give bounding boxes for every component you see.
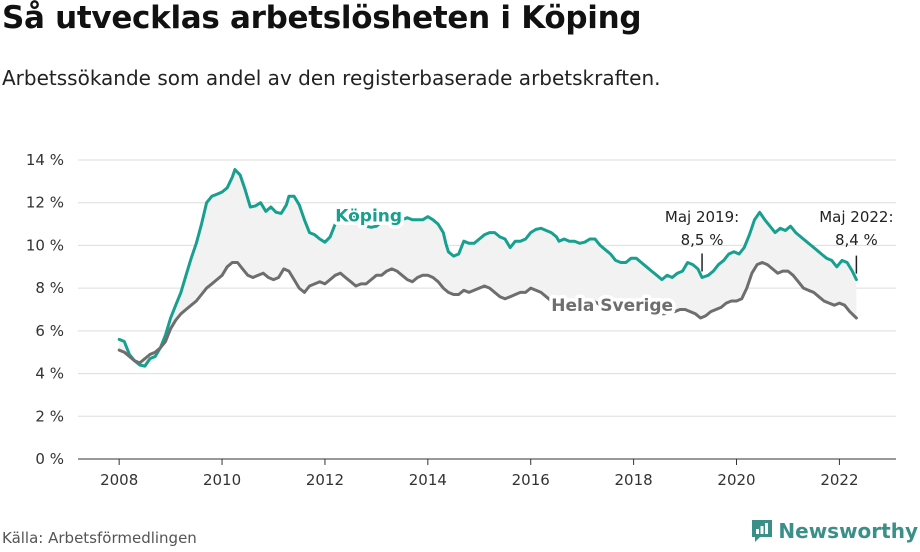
series-label-halo: Köping [335,207,402,227]
x-tick-label: 2012 [306,471,344,489]
series-label: Köping [335,207,402,227]
y-tick-label: 12 % [26,194,64,212]
y-tick-label: 14 % [26,151,64,169]
difference-band [119,169,857,367]
series-line-koping [117,168,858,368]
source-note: Källa: Arbetsförmedlingen [2,529,197,547]
chart-bubble-icon [752,520,773,542]
annotation-label: Maj 2022: [819,208,893,226]
y-tick-label: 4 % [35,365,64,383]
newsworthy-logo: Newsworthy [750,518,918,544]
x-tick-label: 2020 [717,471,755,489]
chart-subtitle: Arbetssökande som andel av den registerb… [2,66,661,90]
annotation-value: 8,5 % [681,231,724,249]
y-tick-label: 8 % [35,279,64,297]
y-tick-label: 2 % [35,407,64,425]
y-tick-label: 6 % [35,322,64,340]
x-tick-label: 2014 [409,471,447,489]
y-tick-label: 10 % [26,236,64,254]
x-tick-label: 2018 [615,471,653,489]
y-tick-label: 0 % [35,450,64,468]
series-label: Hela Sverige [551,296,673,316]
annotation-value: 8,4 % [835,231,878,249]
logo-text: Newsworthy [778,519,918,543]
x-tick-label: 2016 [512,471,550,489]
series-label-halo: Hela Sverige [551,296,673,316]
x-tick-label: 2008 [100,471,138,489]
x-tick-label: 2022 [820,471,858,489]
x-tick-label: 2010 [203,471,241,489]
page-title: Så utvecklas arbetslösheten i Köping [2,0,642,36]
series-line-sverige [117,261,858,365]
annotation-label: Maj 2019: [665,208,739,226]
